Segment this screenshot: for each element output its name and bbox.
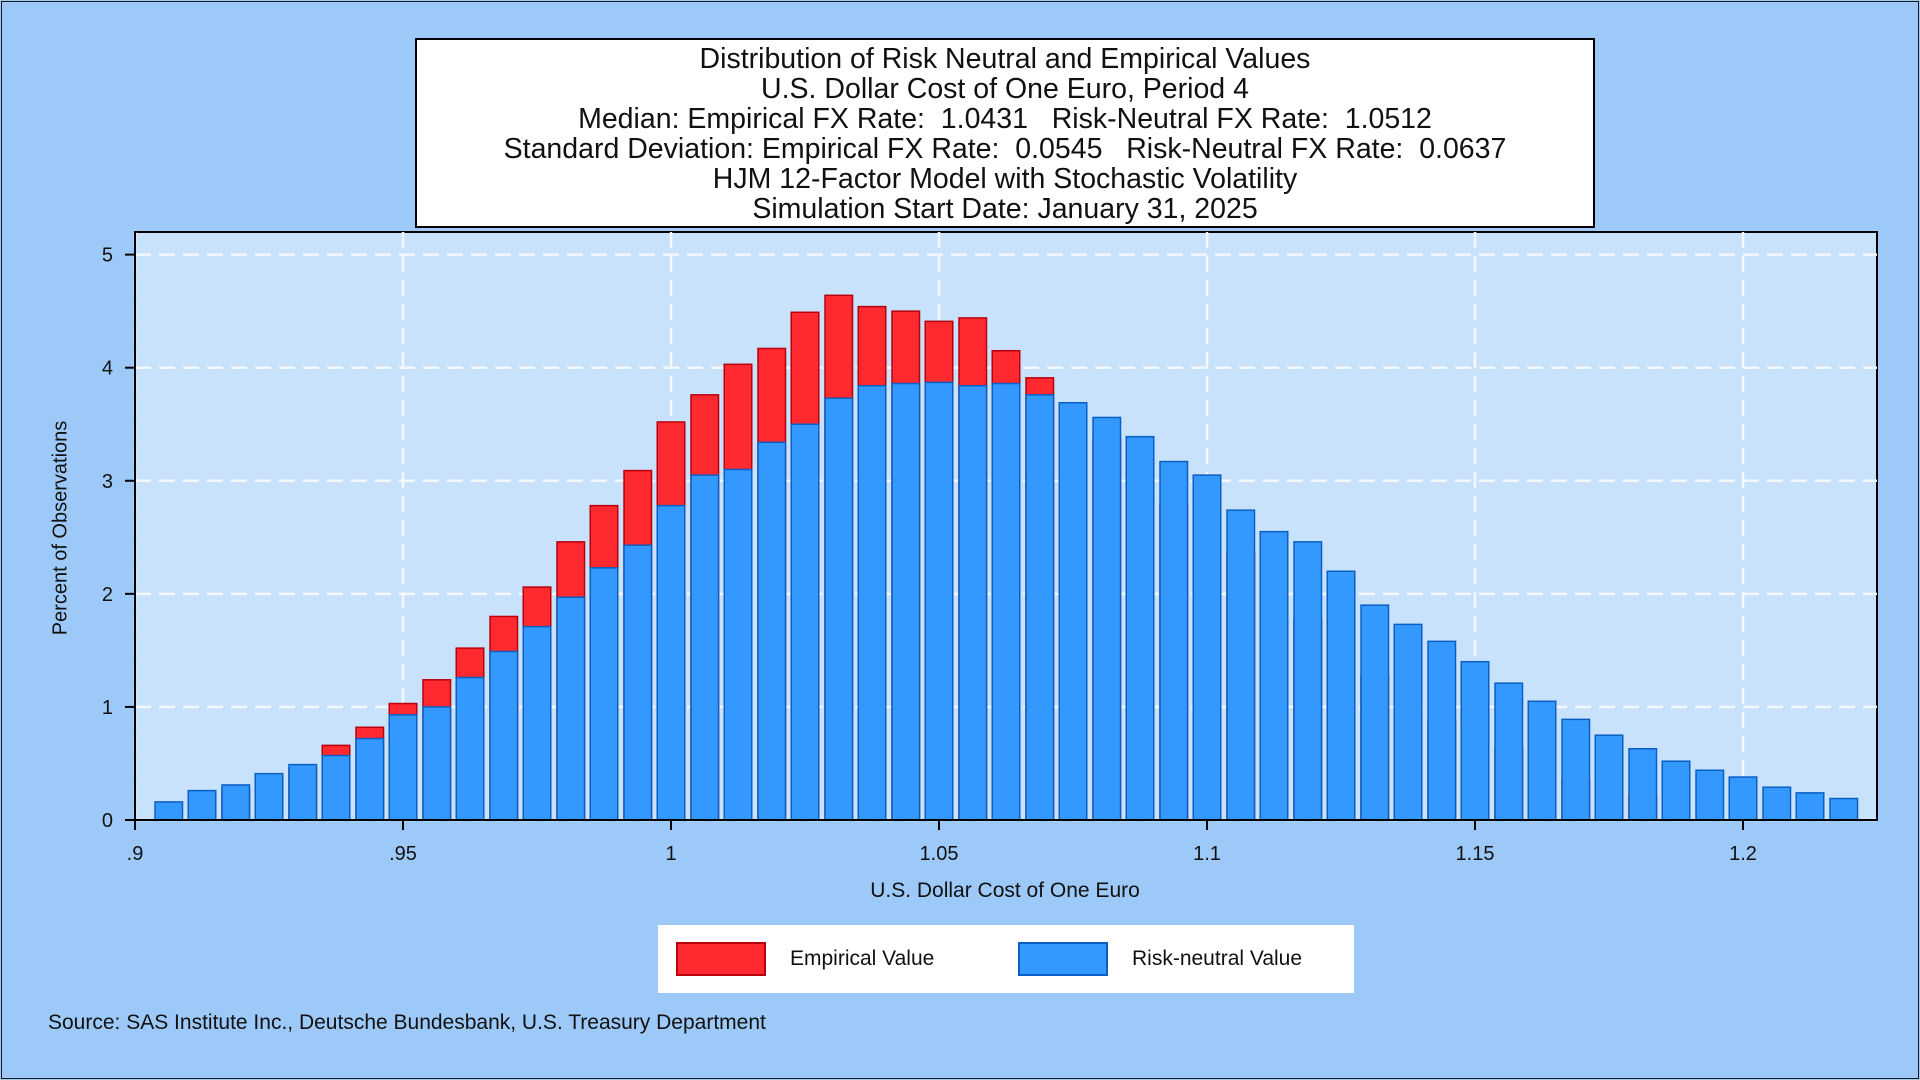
- legend-item-risk-neutral: Risk-neutral Value: [1018, 941, 1302, 977]
- bar-risk-neutral-0: [154, 801, 184, 821]
- y-tick-label-5: 5: [102, 245, 113, 267]
- bar-risk-neutral-10: [489, 650, 519, 821]
- bar-risk-neutral-26: [1025, 394, 1055, 821]
- bar-risk-neutral-20: [824, 397, 854, 821]
- y-tick-label-4: 4: [102, 358, 113, 380]
- bar-risk-neutral-19: [790, 423, 820, 821]
- bar-risk-neutral-14: [623, 544, 653, 821]
- source-note: Source: SAS Institute Inc., Deutsche Bun…: [48, 1011, 766, 1034]
- bar-risk-neutral-50: [1829, 797, 1859, 821]
- bar-risk-neutral-24: [958, 385, 988, 821]
- bar-risk-neutral-48: [1762, 786, 1792, 821]
- bar-risk-neutral-23: [924, 381, 954, 821]
- y-axis-title: Percent of Observations: [49, 420, 72, 636]
- bar-risk-neutral-6: [355, 737, 385, 821]
- bar-risk-neutral-30: [1159, 460, 1189, 821]
- x-tick-label-1: .95: [389, 843, 417, 865]
- bar-risk-neutral-34: [1293, 541, 1323, 821]
- bar-risk-neutral-25: [991, 382, 1021, 821]
- bar-risk-neutral-33: [1259, 530, 1289, 821]
- bar-risk-neutral-42: [1561, 718, 1591, 821]
- bar-risk-neutral-37: [1393, 623, 1423, 821]
- bar-risk-neutral-21: [857, 385, 887, 821]
- bar-risk-neutral-5: [321, 754, 351, 821]
- std-dev-line: Standard Deviation: Empirical FX Rate: 0…: [503, 133, 1507, 165]
- chart-title-box: Distribution of Risk Neutral and Empiric…: [415, 38, 1595, 228]
- bar-risk-neutral-41: [1527, 700, 1557, 821]
- start-date-line: Simulation Start Date: January 31, 2025: [752, 193, 1258, 225]
- bar-risk-neutral-22: [891, 382, 921, 821]
- bar-risk-neutral-13: [589, 567, 619, 821]
- y-tick-label-0: 0: [102, 810, 113, 832]
- legend-label-empirical: Empirical Value: [790, 947, 935, 970]
- bar-risk-neutral-31: [1192, 474, 1222, 821]
- bar-risk-neutral-47: [1728, 776, 1758, 821]
- bar-risk-neutral-27: [1058, 401, 1088, 821]
- x-tick-label-0: .9: [127, 843, 144, 865]
- bar-risk-neutral-4: [288, 763, 318, 821]
- bar-risk-neutral-28: [1092, 416, 1122, 821]
- bar-risk-neutral-8: [422, 706, 452, 821]
- plot-area: 0 1 2 3 4 5 .9 .95 1 1.05 1.1 1.15 1.2: [102, 231, 1878, 865]
- bar-risk-neutral-45: [1661, 760, 1691, 821]
- bar-risk-neutral-40: [1494, 682, 1524, 821]
- y-tick-label-1: 1: [102, 697, 113, 719]
- y-tick-label-3: 3: [102, 471, 113, 493]
- y-tick-label-2: 2: [102, 584, 113, 606]
- legend-swatch-risk-neutral: [1018, 942, 1108, 976]
- bar-risk-neutral-29: [1125, 435, 1155, 821]
- bar-risk-neutral-9: [455, 676, 485, 821]
- x-tick-label-3: 1.05: [920, 843, 959, 865]
- x-axis-title: U.S. Dollar Cost of One Euro: [870, 879, 1140, 902]
- x-tick-label-2: 1: [665, 843, 676, 865]
- bar-risk-neutral-11: [522, 625, 552, 821]
- bar-risk-neutral-43: [1594, 734, 1624, 821]
- bar-risk-neutral-12: [556, 596, 586, 821]
- bar-risk-neutral-38: [1427, 640, 1457, 821]
- bar-risk-neutral-15: [656, 504, 686, 821]
- bar-risk-neutral-16: [690, 474, 720, 821]
- x-tick-label-5: 1.15: [1456, 843, 1495, 865]
- legend-swatch-empirical: [676, 942, 766, 976]
- bar-risk-neutral-18: [757, 441, 787, 821]
- chart-title: Distribution of Risk Neutral and Empiric…: [699, 43, 1311, 75]
- bar-risk-neutral-46: [1695, 769, 1725, 821]
- bar-risk-neutral-35: [1326, 570, 1356, 821]
- legend-label-risk-neutral: Risk-neutral Value: [1132, 947, 1303, 970]
- chart-subtitle: U.S. Dollar Cost of One Euro, Period 4: [761, 73, 1249, 105]
- bar-risk-neutral-2: [221, 784, 251, 821]
- bar-risk-neutral-49: [1795, 792, 1825, 821]
- bar-risk-neutral-32: [1226, 509, 1256, 821]
- bar-risk-neutral-3: [254, 772, 284, 821]
- legend: Empirical Value Risk-neutral Value: [658, 925, 1354, 993]
- bar-risk-neutral-7: [388, 714, 418, 821]
- median-line: Median: Empirical FX Rate: 1.0431 Risk-N…: [578, 103, 1432, 135]
- bar-risk-neutral-39: [1460, 660, 1490, 821]
- bar-risk-neutral-17: [723, 468, 753, 821]
- bar-risk-neutral-44: [1628, 748, 1658, 821]
- bar-risk-neutral-1: [187, 789, 217, 821]
- model-line: HJM 12-Factor Model with Stochastic Vola…: [712, 163, 1298, 195]
- bar-risk-neutral-36: [1360, 604, 1390, 821]
- x-tick-label-4: 1.1: [1193, 843, 1221, 865]
- x-tick-label-6: 1.2: [1729, 843, 1757, 865]
- legend-item-empirical: Empirical Value: [676, 941, 934, 977]
